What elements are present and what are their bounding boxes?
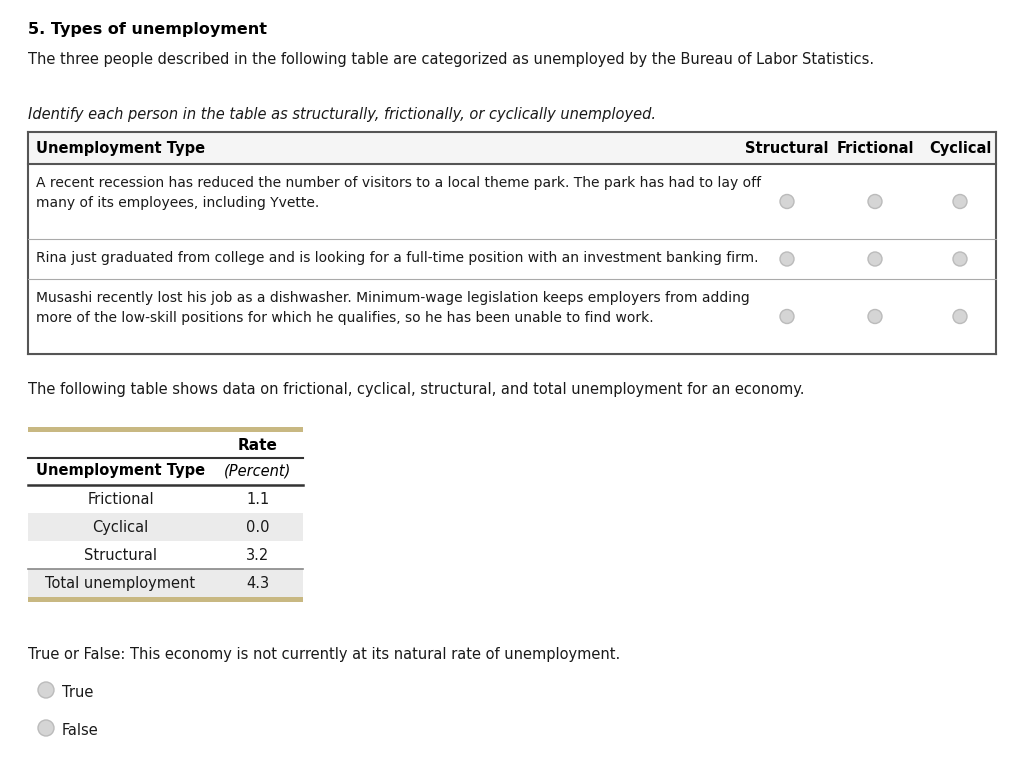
Text: 0.0: 0.0 <box>246 520 269 535</box>
Text: 5. Types of unemployment: 5. Types of unemployment <box>28 22 267 37</box>
Bar <box>28 132 996 164</box>
Text: Total unemployment: Total unemployment <box>45 576 196 591</box>
Circle shape <box>780 309 794 323</box>
Text: The three people described in the following table are categorized as unemployed : The three people described in the follow… <box>28 52 874 67</box>
Text: Musashi recently lost his job as a dishwasher. Minimum-wage legislation keeps em: Musashi recently lost his job as a dishw… <box>36 291 750 305</box>
Text: Unemployment Type: Unemployment Type <box>36 141 205 156</box>
Bar <box>28 597 303 602</box>
Circle shape <box>953 252 967 266</box>
Text: 1.1: 1.1 <box>247 492 269 507</box>
Text: Structural: Structural <box>745 141 828 156</box>
Bar <box>28 427 303 432</box>
Text: True or False: This economy is not currently at its natural rate of unemployment: True or False: This economy is not curre… <box>28 647 621 662</box>
Text: Unemployment Type: Unemployment Type <box>36 463 205 478</box>
Circle shape <box>953 195 967 209</box>
Text: many of its employees, including Yvette.: many of its employees, including Yvette. <box>36 196 319 210</box>
Circle shape <box>868 309 882 323</box>
Circle shape <box>38 682 54 698</box>
Text: 4.3: 4.3 <box>247 576 269 591</box>
Text: (Percent): (Percent) <box>224 463 292 478</box>
Text: False: False <box>62 723 98 738</box>
Bar <box>28 513 303 541</box>
Text: Identify each person in the table as structurally, frictionally, or cyclically u: Identify each person in the table as str… <box>28 107 656 122</box>
Text: 3.2: 3.2 <box>247 548 269 563</box>
Text: Structural: Structural <box>84 548 157 563</box>
Text: The following table shows data on frictional, cyclical, structural, and total un: The following table shows data on fricti… <box>28 382 805 397</box>
Text: A recent recession has reduced the number of visitors to a local theme park. The: A recent recession has reduced the numbe… <box>36 176 761 190</box>
Circle shape <box>868 252 882 266</box>
Circle shape <box>780 195 794 209</box>
Text: Rate: Rate <box>238 438 278 453</box>
Text: more of the low-skill positions for which he qualifies, so he has been unable to: more of the low-skill positions for whic… <box>36 311 653 325</box>
Circle shape <box>953 309 967 323</box>
Text: Cyclical: Cyclical <box>92 520 148 535</box>
Bar <box>28 569 303 597</box>
Text: True: True <box>62 685 93 700</box>
Text: Rina just graduated from college and is looking for a full-time position with an: Rina just graduated from college and is … <box>36 251 759 265</box>
Text: Frictional: Frictional <box>837 141 913 156</box>
Circle shape <box>868 195 882 209</box>
Text: Frictional: Frictional <box>87 492 154 507</box>
Circle shape <box>38 720 54 736</box>
Circle shape <box>780 252 794 266</box>
Text: Cyclical: Cyclical <box>929 141 991 156</box>
